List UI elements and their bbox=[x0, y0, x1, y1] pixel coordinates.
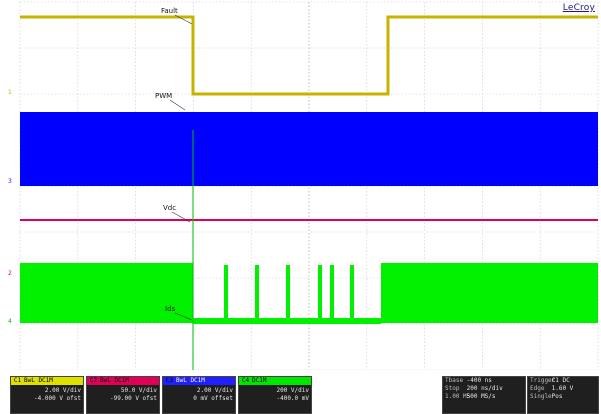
channel-3-box[interactable]: C3 BwL DC1M 2.00 V/div 0 mV offset bbox=[162, 376, 236, 414]
marker-c2: 2 bbox=[8, 270, 12, 277]
channel-3-settings: 2.00 V/div 0 mV offset bbox=[193, 387, 233, 402]
marker-c3: 3 bbox=[8, 178, 12, 185]
brand-logo: LeCroy bbox=[562, 3, 595, 13]
waveform-area: 1 3 2 4 Fault PWM bbox=[8, 1, 599, 370]
trace-ids bbox=[20, 263, 598, 324]
channel-2-settings: 50.0 V/div -99.00 V ofst bbox=[110, 387, 157, 402]
channel-4-box[interactable]: C4 DC1M 200 V/div -400.0 mV bbox=[238, 376, 312, 414]
label-vdc: Vdc bbox=[163, 204, 176, 212]
trace-labels: Fault PWM Vdc Ids bbox=[155, 7, 193, 321]
timebase-header: Tbase -400 ns bbox=[445, 377, 492, 384]
label-ids: Ids bbox=[165, 305, 176, 313]
trigger-box[interactable]: Trigger C1 DC Edge 1.60 V Single Pos bbox=[527, 376, 599, 414]
trace-fault bbox=[20, 15, 598, 96]
channel-4-header: C4 DC1M bbox=[239, 377, 311, 385]
trace-pwm bbox=[20, 112, 598, 186]
label-fault: Fault bbox=[161, 7, 178, 15]
timebase-row: 1.00 MS 500 MS/s bbox=[445, 393, 496, 400]
channel-4-settings: 200 V/div -400.0 mV bbox=[276, 387, 309, 402]
status-bar: C1 BwL DC1M 2.00 V/div -4.000 V ofst C2 Bw… bbox=[0, 372, 601, 414]
timebase-row: Stop 200 ns/div bbox=[445, 385, 503, 392]
trigger-row: Single Pos bbox=[530, 393, 563, 400]
marker-c1: 1 bbox=[8, 89, 12, 96]
channel-2-header: C2 BwL DC1M bbox=[87, 377, 159, 385]
label-pwm: PWM bbox=[155, 92, 172, 100]
channel-1-header: C1 BwL DC1M bbox=[11, 377, 83, 385]
channel-2-box[interactable]: C2 BwL DC1M 50.0 V/div -99.00 V ofst bbox=[86, 376, 160, 414]
trigger-row: Edge 1.60 V bbox=[530, 385, 574, 392]
timebase-box[interactable]: Tbase -400 ns Stop 200 ns/div 1.00 MS 50… bbox=[442, 376, 526, 414]
channel-1-box[interactable]: C1 BwL DC1M 2.00 V/div -4.000 V ofst bbox=[10, 376, 84, 414]
channel-markers: 1 3 2 4 bbox=[8, 89, 12, 325]
channel-3-header: C3 BwL DC1M bbox=[163, 377, 235, 385]
trigger-header: Trigger C1 DC bbox=[530, 377, 570, 384]
channel-1-settings: 2.00 V/div -4.000 V ofst bbox=[34, 387, 81, 402]
marker-c4: 4 bbox=[8, 318, 12, 325]
